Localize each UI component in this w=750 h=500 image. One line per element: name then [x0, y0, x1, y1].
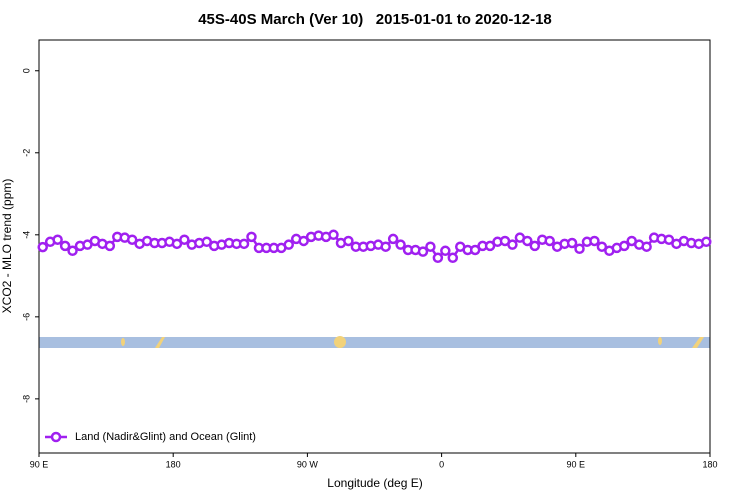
data-point	[566, 237, 578, 249]
data-point	[484, 240, 496, 252]
data-point	[238, 238, 250, 250]
data-point	[67, 245, 78, 257]
y-tick-label: -2	[21, 149, 31, 157]
data-point	[37, 241, 48, 253]
data-point	[380, 241, 391, 252]
data-point	[171, 238, 183, 250]
legend-marker	[50, 431, 62, 443]
y-tick-label: -6	[21, 313, 31, 321]
data-point	[701, 236, 712, 248]
data-point	[298, 235, 309, 247]
data-point	[589, 235, 600, 247]
y-tick-label: -8	[21, 395, 31, 403]
data-point	[328, 229, 339, 241]
data-point	[59, 240, 71, 252]
y-tick-label: 0	[21, 68, 31, 73]
legend-label: Land (Nadir&Glint) and Ocean (Glint)	[75, 431, 256, 443]
data-point	[246, 231, 257, 243]
data-point	[447, 252, 459, 264]
x-tick-label: 180	[702, 459, 717, 469]
x-tick-label: 0	[439, 459, 444, 469]
data-point	[395, 239, 406, 250]
land-ocean-strip	[39, 336, 710, 348]
data-point	[201, 236, 212, 248]
data-point	[596, 241, 608, 252]
data-point	[663, 234, 675, 245]
data-point	[544, 235, 555, 247]
data-point	[507, 239, 518, 250]
data-point	[619, 240, 630, 252]
data-point	[417, 246, 429, 257]
data-point	[522, 235, 533, 247]
x-tick-label: 90 W	[297, 459, 319, 469]
data-point	[52, 234, 63, 245]
data-point	[387, 233, 399, 245]
data-point	[179, 234, 190, 245]
chart-title: 45S-40S March (Ver 10) 2015-01-01 to 202…	[198, 11, 552, 28]
x-tick-label: 90 E	[30, 459, 49, 469]
data-point	[432, 252, 444, 264]
x-tick-label: 180	[166, 459, 181, 469]
x-tick-label: 90 E	[567, 459, 586, 469]
data-point	[126, 234, 138, 245]
data-point	[425, 241, 436, 252]
data-point	[343, 235, 354, 247]
data-point	[469, 244, 481, 256]
data-point	[641, 241, 652, 252]
y-axis-label: XCO2 - MLO trend (ppm)	[0, 179, 14, 314]
data-point	[104, 240, 116, 252]
data-point	[440, 245, 451, 257]
y-tick-label: -4	[21, 231, 31, 239]
data-point	[283, 239, 295, 250]
x-axis-label: Longitude (deg E)	[327, 476, 422, 490]
data-point	[529, 240, 541, 252]
data-point	[574, 243, 585, 255]
